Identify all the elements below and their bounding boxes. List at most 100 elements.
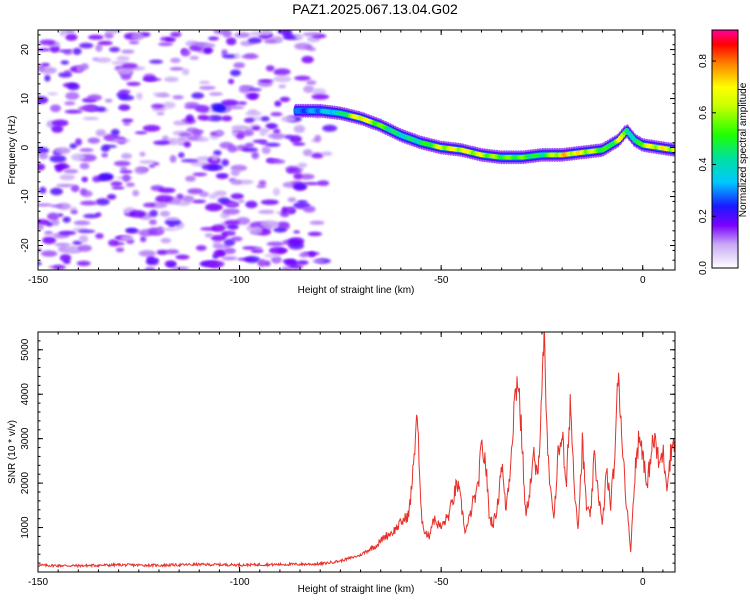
noise-blob: [253, 226, 263, 235]
noise-blob: [88, 34, 104, 40]
noise-blob: [139, 160, 157, 164]
noise-blob: [292, 170, 303, 174]
noise-blob: [242, 246, 258, 250]
noise-blob: [95, 106, 106, 112]
noise-blob: [281, 206, 288, 214]
noise-blob: [58, 72, 73, 78]
noise-blob: [136, 92, 143, 100]
noise-blob: [78, 235, 89, 243]
noise-blob: [95, 129, 107, 137]
noise-blob: [297, 162, 308, 168]
noise-blob: [237, 257, 255, 261]
noise-blob: [77, 244, 92, 252]
noise-blob: [39, 186, 47, 194]
x-tick-label: -150: [28, 577, 48, 588]
noise-blob: [279, 96, 291, 103]
noise-blob: [221, 49, 228, 56]
top-y-axis-label: Frequency (Hz): [7, 116, 18, 185]
noise-blob: [227, 105, 245, 110]
noise-blob: [284, 134, 294, 139]
x-tick-label: 0: [640, 275, 646, 286]
noise-blob: [152, 257, 160, 264]
noise-blob: [39, 39, 56, 46]
noise-blob: [58, 230, 77, 236]
noise-blob: [164, 218, 181, 226]
noise-blob: [264, 142, 281, 147]
noise-blob: [95, 233, 104, 239]
noise-blob: [71, 153, 86, 161]
noise-blob: [185, 114, 194, 123]
noise-blob: [276, 221, 290, 228]
colorbar-axis: 0.0 0.2 0.4 0.6 0.8: [698, 54, 716, 275]
noise-blob: [269, 246, 287, 255]
noise-blob: [213, 150, 222, 156]
noise-blob: [79, 200, 98, 206]
noise-blob: [288, 242, 305, 250]
noise-blob: [119, 89, 131, 94]
noise-blob: [265, 65, 275, 72]
noise-blob: [159, 210, 171, 217]
noise-blob: [296, 260, 309, 265]
noise-blob: [213, 249, 227, 257]
noise-blob: [203, 47, 213, 54]
noise-blob: [224, 219, 240, 226]
colorbar-tick-label: 0.6: [698, 105, 709, 119]
noise-blob: [221, 159, 229, 167]
noise-blob: [100, 144, 110, 152]
noise-blob: [175, 254, 190, 260]
noise-blob: [112, 139, 131, 143]
noise-blob: [38, 96, 49, 104]
noise-blob: [169, 67, 184, 71]
noise-blob: [244, 117, 255, 123]
noise-blob: [234, 32, 251, 38]
noise-blob: [64, 245, 82, 254]
noise-blob: [302, 182, 321, 186]
noise-blob: [115, 247, 125, 253]
noise-blob: [260, 116, 270, 122]
noise-blob: [56, 165, 66, 169]
noise-blob: [67, 82, 80, 91]
noise-blob: [95, 57, 112, 63]
noise-blob: [209, 134, 220, 140]
noise-blob: [245, 142, 255, 148]
noise-blob: [51, 125, 64, 133]
noise-blob: [169, 139, 176, 144]
noise-blob: [264, 253, 280, 258]
noise-blob: [165, 249, 180, 255]
noise-blob: [75, 138, 82, 146]
x-tick-label: -100: [230, 275, 250, 286]
noise-blob: [273, 227, 287, 233]
y-tick-label: 1000: [20, 516, 31, 539]
noise-blob: [158, 42, 173, 47]
noise-blob: [165, 37, 176, 43]
noise-blob: [161, 227, 179, 231]
x-tick-label: 0: [640, 577, 646, 588]
noise-blob: [321, 151, 333, 156]
noise-blob: [173, 120, 186, 126]
noise-blob: [79, 42, 94, 49]
noise-blob: [273, 128, 281, 135]
noise-blob: [191, 92, 205, 99]
noise-blob: [249, 31, 265, 37]
noise-blob: [170, 31, 182, 38]
noise-blob: [261, 146, 271, 155]
y-tick-label: 2000: [20, 472, 31, 495]
noise-blob: [251, 151, 259, 160]
noise-blob: [63, 30, 76, 34]
noise-blob: [183, 141, 191, 148]
noise-blob: [191, 42, 209, 46]
noise-blob: [72, 47, 82, 55]
noise-blob: [293, 125, 306, 133]
noise-blob: [116, 55, 130, 62]
noise-blob: [207, 164, 224, 171]
noise-blob: [298, 173, 315, 180]
noise-blob: [153, 140, 171, 146]
noise-blob: [111, 186, 125, 190]
noise-blob: [224, 230, 236, 236]
colorbar-tick-label: 0.2: [698, 209, 709, 223]
noise-blob: [306, 80, 317, 86]
x-tick-label: -100: [230, 577, 250, 588]
noise-blob: [47, 92, 58, 96]
